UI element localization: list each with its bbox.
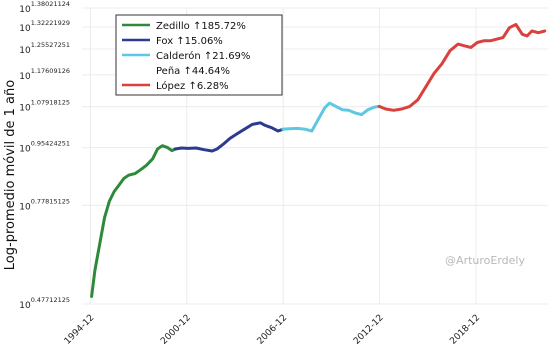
legend-label: Zedillo ↑185.72% bbox=[156, 21, 246, 32]
legend-label: Peña ↑44.64% bbox=[156, 66, 230, 77]
series-line bbox=[173, 121, 285, 153]
y-tick-label: 100.47712125 bbox=[19, 296, 70, 311]
y-tick-exponent: 0.47712125 bbox=[31, 296, 70, 304]
x-tick-label: 2006-12 bbox=[256, 313, 290, 347]
y-tick-exponent: 0.95424251 bbox=[31, 140, 70, 148]
x-tick-label: 1994-12 bbox=[63, 313, 97, 347]
y-tick-base: 10 bbox=[19, 104, 31, 114]
series-line bbox=[377, 23, 547, 112]
y-tick-base: 10 bbox=[19, 202, 31, 212]
y-tick-label: 101.25527251 bbox=[19, 41, 70, 56]
x-tick-label: 2012-12 bbox=[352, 313, 386, 347]
x-tick-label: 2000-12 bbox=[159, 313, 193, 347]
y-tick-exponent: 1.38021124 bbox=[31, 0, 70, 8]
x-axis-ticks: 1994-12 2000-12 2006-12 2012-12 2018-12 bbox=[63, 313, 482, 347]
y-tick-exponent: 1.07918125 bbox=[31, 99, 70, 107]
y-tick-label: 100.95424251 bbox=[19, 140, 70, 155]
legend-label: Calderón ↑21.69% bbox=[156, 50, 250, 62]
legend-label: López ↑6.28% bbox=[156, 80, 229, 92]
y-axis-ticks: 100.47712125100.77815125100.95424251101.… bbox=[19, 0, 70, 311]
y-tick-base: 10 bbox=[19, 72, 31, 82]
y-tick-base: 10 bbox=[19, 46, 31, 56]
y-tick-label: 100.77815125 bbox=[19, 197, 70, 212]
y-tick-label: 101.38021124 bbox=[19, 0, 70, 15]
y-tick-base: 10 bbox=[19, 145, 31, 155]
y-tick-label: 101.07918125 bbox=[19, 99, 70, 114]
y-tick-label: 101.32221929 bbox=[19, 19, 70, 34]
legend-label: Fox ↑15.06% bbox=[156, 36, 223, 47]
watermark: @ArturoErdely bbox=[445, 254, 525, 267]
plot-area bbox=[90, 23, 547, 298]
x-tick-label: 2018-12 bbox=[448, 313, 482, 347]
series-line bbox=[90, 144, 177, 298]
y-tick-base: 10 bbox=[19, 5, 31, 15]
y-tick-exponent: 0.77815125 bbox=[31, 197, 70, 205]
series-line bbox=[281, 101, 381, 133]
y-tick-exponent: 1.17609126 bbox=[31, 67, 70, 75]
y-tick-base: 10 bbox=[19, 301, 31, 311]
y-tick-exponent: 1.25527251 bbox=[31, 41, 70, 49]
y-tick-base: 10 bbox=[19, 24, 31, 34]
y-tick-label: 101.17609126 bbox=[19, 67, 70, 82]
y-tick-exponent: 1.32221929 bbox=[31, 19, 70, 27]
legend: Zedillo ↑185.72% Fox ↑15.06% Calderón ↑21.… bbox=[115, 14, 283, 96]
y-axis-label: Log-promedio móvil de 1 año bbox=[3, 80, 18, 270]
